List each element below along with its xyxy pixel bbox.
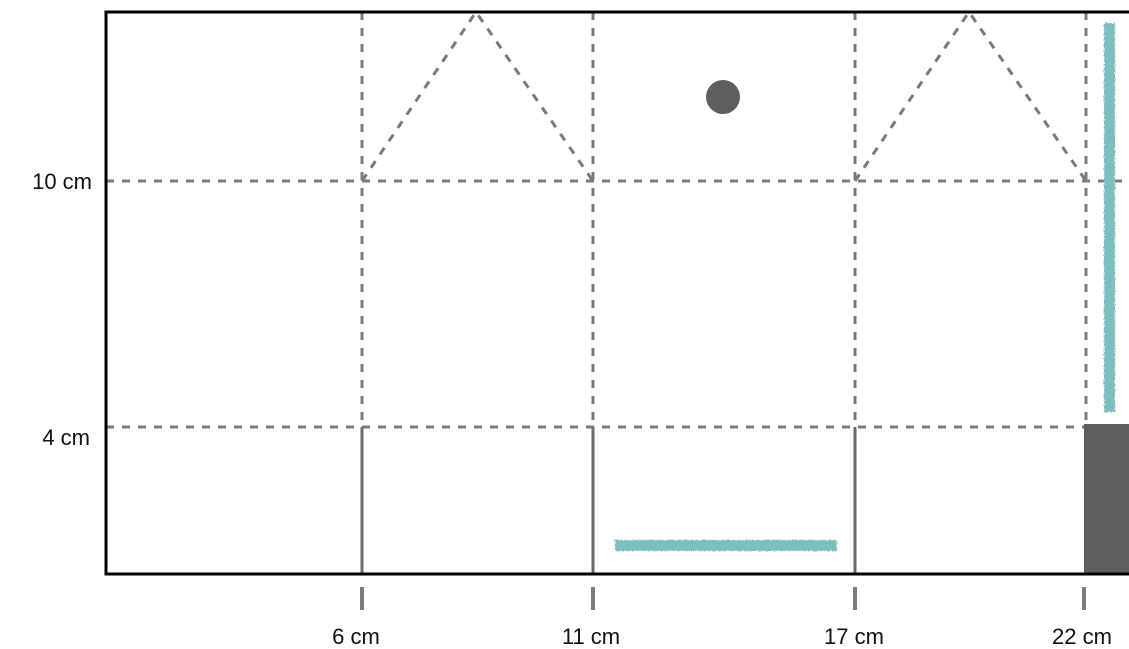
diagram-frame [104, 10, 1129, 576]
x-label-11cm: 11 cm [562, 624, 620, 649]
left-triangle-fold [360, 9, 595, 182]
teal-horizontal-strip [615, 540, 837, 551]
x-label-6cm: 6 cm [332, 624, 380, 649]
y-label-4cm: 4 cm [42, 425, 90, 450]
teal-vertical-strip [1104, 23, 1115, 412]
x-label-22cm: 22 cm [1052, 624, 1112, 649]
x-label-17cm: 17 cm [824, 624, 884, 649]
y-label-10cm: 10 cm [32, 169, 92, 194]
dark-tab-rectangle [1084, 424, 1129, 574]
dark-circle-marker [706, 80, 740, 114]
right-triangle-fold [853, 9, 1088, 182]
